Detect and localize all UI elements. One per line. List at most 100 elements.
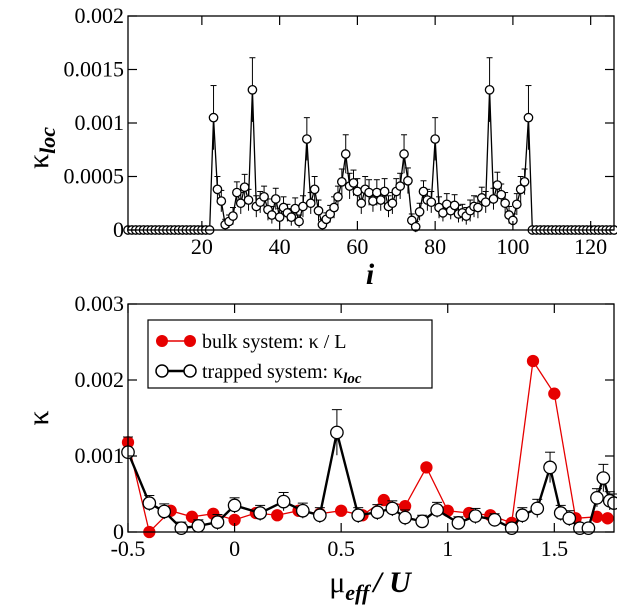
top-kappa-loc-point	[228, 211, 238, 221]
trapped-system-point	[330, 425, 344, 440]
bottom-x-tick-label: 0	[229, 536, 240, 561]
top-kappa-loc-point	[309, 184, 320, 195]
trapped-system-point	[398, 510, 412, 525]
trapped-system-point	[276, 494, 291, 509]
bulk-system-point	[601, 512, 614, 525]
top-kappa-loc-point	[375, 195, 386, 205]
trapped-system-point	[253, 506, 268, 520]
top-kappa-loc-point	[259, 191, 269, 202]
trapped-system-point	[385, 501, 400, 516]
top-kappa-loc-point	[232, 187, 242, 198]
top-x-tick-label: 120	[574, 234, 607, 259]
top-kappa-loc-point	[368, 196, 378, 206]
top-y-tick-label: 0	[113, 217, 124, 242]
trapped-system-point	[430, 503, 444, 517]
top-kappa-loc-point	[333, 191, 343, 202]
legend-box	[147, 319, 433, 389]
top-kappa-loc-point	[270, 194, 281, 204]
top-y-tick-label: 0.002	[75, 3, 125, 28]
top-kappa-loc-point	[243, 195, 254, 205]
top-y-axis-label: κloc	[22, 127, 60, 169]
top-x-axis-label: i	[366, 258, 375, 291]
trapped-system-point	[157, 504, 172, 519]
trapped-system-point	[530, 501, 545, 516]
top-kappa-loc-point	[449, 200, 460, 211]
trapped-system-point	[227, 498, 242, 513]
top-y-tick-label: 0.001	[75, 110, 125, 135]
top-kappa-loc-point	[352, 186, 363, 197]
top-panel: 0 0.0005 0.001 0.0015 0.002 20 40 60 80 100 120 κl…	[22, 3, 617, 291]
top-kappa-loc-point	[212, 184, 223, 195]
bottom-y-tick-label: 0	[113, 519, 124, 544]
top-kappa-loc-point	[438, 208, 448, 218]
bulk-system-point	[420, 461, 433, 474]
top-kappa-loc-point	[274, 212, 285, 223]
trapped-system-point	[590, 490, 604, 505]
trapped-system-point	[562, 511, 577, 526]
top-kappa-loc-point	[294, 216, 304, 227]
trapped-system-point	[515, 508, 530, 523]
top-kappa-loc-point	[430, 134, 441, 144]
top-kappa-loc-point	[387, 198, 398, 209]
top-kappa-loc-point	[286, 212, 297, 223]
trapped-system-point	[295, 503, 310, 518]
top-kappa-loc-point	[500, 198, 510, 209]
top-kappa-loc-point	[418, 186, 429, 197]
top-x-tick-label: 40	[269, 234, 291, 259]
trapped-system-point	[191, 519, 206, 533]
top-x-tick-label: 100	[496, 234, 529, 259]
top-kappa-loc-point	[216, 196, 227, 206]
trapped-system-point	[370, 505, 385, 520]
top-kappa-loc-point	[247, 84, 258, 95]
top-kappa-loc-point	[329, 202, 339, 213]
top-kappa-loc-point	[410, 221, 421, 232]
top-x-tick-label: 80	[424, 234, 446, 259]
top-kappa-loc-point	[290, 203, 301, 214]
trapped-system-point	[504, 521, 519, 536]
top-kappa-loc-point	[519, 177, 530, 187]
top-kappa-loc-point	[399, 149, 409, 159]
top-kappa-loc-point	[511, 199, 522, 210]
legend-bulk-label: bulk system: κ / L	[202, 331, 347, 353]
bulk-system-point	[548, 387, 561, 400]
top-x-tick-label: 20	[191, 234, 213, 259]
trapped-system-point	[312, 508, 327, 523]
trapped-system-point	[351, 508, 366, 523]
legend-trapped-label: trapped system: κloc	[202, 361, 362, 387]
bulk-system-point	[335, 504, 348, 517]
top-kappa-loc-point	[301, 134, 312, 144]
bottom-x-tick-label: 1.5	[541, 536, 569, 561]
bottom-plot-frame	[127, 303, 615, 533]
top-y-tick-label: 0.0005	[64, 164, 125, 189]
top-kappa-loc-point	[313, 205, 324, 216]
top-kappa-loc-point	[239, 182, 250, 193]
top-kappa-loc-point	[414, 206, 425, 217]
bottom-y-tick-label: 0.003	[75, 291, 125, 316]
legend-bulk-marker-left	[156, 335, 168, 347]
top-kappa-loc-point	[356, 198, 367, 209]
top-kappa-loc-point	[403, 175, 413, 186]
bottom-x-tick-label: 0.5	[327, 536, 355, 561]
trapped-system-point	[581, 521, 596, 536]
legend: bulk system: κ / L trapped system: κloc	[147, 319, 433, 389]
trapped-system-point	[451, 516, 466, 530]
top-x-tick-label: 60	[346, 234, 368, 259]
top-kappa-loc-point	[426, 197, 437, 208]
top-kappa-loc-point	[336, 177, 347, 187]
bottom-x-tick-label: -0.5	[111, 536, 146, 561]
trapped-system-point	[607, 496, 617, 510]
trapped-system-point	[596, 471, 611, 485]
top-kappa-loc-point	[208, 112, 219, 123]
legend-bulk-marker-right	[184, 335, 196, 347]
top-kappa-loc-line	[128, 89, 614, 231]
top-kappa-loc-point	[305, 198, 316, 209]
top-kappa-loc-point	[523, 112, 534, 123]
trapped-system-point	[142, 496, 157, 510]
trapped-system-point	[543, 460, 557, 475]
trapped-system-point	[487, 512, 502, 527]
bottom-y-tick-label: 0.001	[75, 443, 125, 468]
bulk-system-point	[377, 493, 390, 507]
bottom-x-tick-label: 1	[442, 536, 453, 561]
